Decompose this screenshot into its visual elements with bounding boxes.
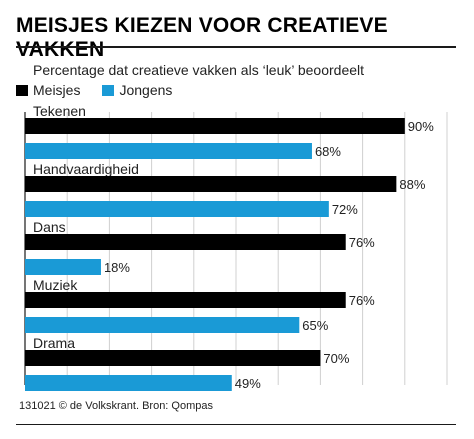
- data-label: 76%: [349, 293, 375, 308]
- bar-meisjes: [25, 234, 346, 250]
- bar-jongens: [25, 317, 300, 333]
- data-label: 65%: [302, 318, 328, 333]
- category-label: Tekenen: [33, 103, 86, 119]
- bar-meisjes: [25, 350, 321, 366]
- bar-jongens: [25, 375, 232, 391]
- footer-rule: [16, 424, 456, 425]
- data-label: 76%: [349, 235, 375, 250]
- bar-jongens: [25, 259, 101, 275]
- data-label: 18%: [104, 260, 130, 275]
- category-label: Dans: [33, 219, 66, 235]
- bar-meisjes: [25, 118, 405, 134]
- legend-label-jongens: Jongens: [119, 82, 173, 98]
- data-label: 70%: [323, 351, 349, 366]
- bar-jongens: [25, 201, 329, 217]
- legend-swatch-meisjes: [16, 84, 28, 96]
- data-label: 68%: [315, 144, 341, 159]
- bar-meisjes: [25, 292, 346, 308]
- data-label: 90%: [408, 119, 434, 134]
- legend-swatch-jongens: [102, 84, 115, 96]
- bar-jongens: [25, 143, 312, 159]
- legend-item-jongens: Jongens: [102, 82, 172, 98]
- legend-label-meisjes: Meisjes: [33, 82, 81, 98]
- data-label: 49%: [235, 376, 261, 391]
- source-footer: 131021 © de Volkskrant. Bron: Qompas: [19, 400, 213, 412]
- data-label: 88%: [399, 177, 425, 192]
- chart-title: MEISJES KIEZEN VOOR CREATIEVE VAKKEN: [16, 14, 388, 61]
- data-label: 72%: [332, 202, 358, 217]
- chart-subtitle: Percentage dat creatieve vakken als ‘leu…: [33, 62, 365, 78]
- category-label: Drama: [33, 335, 75, 351]
- category-label: Muziek: [33, 277, 78, 293]
- legend-item-meisjes: Meisjes: [16, 82, 80, 98]
- category-label: Handvaardigheid: [33, 161, 139, 177]
- legend: Meisjes Jongens: [16, 82, 194, 98]
- bar-meisjes: [25, 176, 397, 192]
- title-rule: [16, 46, 456, 48]
